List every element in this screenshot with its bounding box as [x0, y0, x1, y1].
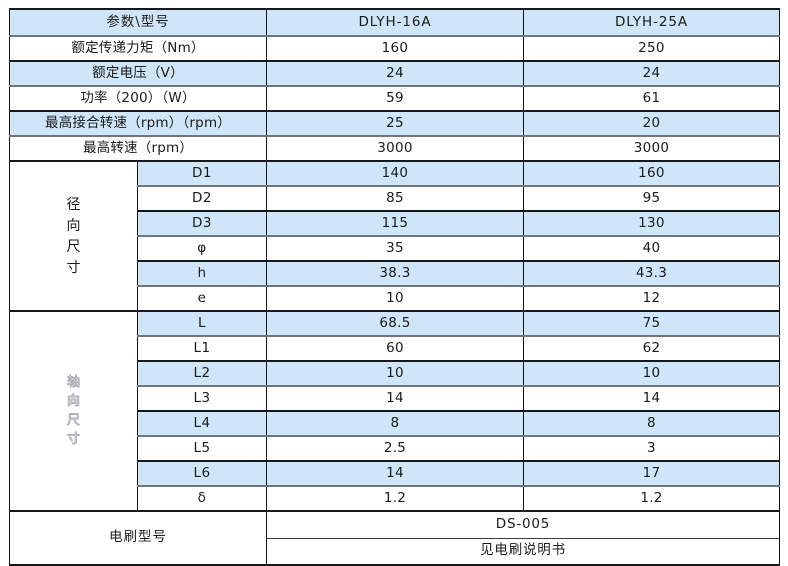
value-max-engage-speed-25a: 20: [523, 110, 780, 136]
table-row: L4 8 8: [10, 410, 780, 436]
param-label-power: 功率（200）（W）: [9, 85, 267, 111]
value-e-16a: 10: [266, 285, 524, 311]
footer-value-brush-manual-note: 见电刷说明书: [266, 537, 780, 566]
value-rated-voltage-25a: 24: [523, 60, 780, 86]
value-l1-25a: 62: [523, 335, 780, 361]
value-d3-16a: 115: [266, 210, 524, 236]
value-max-speed-25a: 3000: [523, 135, 780, 161]
table-row: 径 向 尺 寸 D1 140 160: [9, 160, 780, 312]
value-l4-25a: 8: [523, 410, 780, 436]
value-d1-16a: 140: [266, 160, 524, 186]
specification-table: 参数\型号 DLYH-16A DLYH-25A 额定传递力矩（Nm） 160 2…: [9, 8, 780, 566]
symbol-h: h: [137, 260, 267, 286]
group-label-radial-dimensions: 径 向 尺 寸: [9, 160, 138, 312]
value-phi-16a: 35: [266, 235, 524, 261]
value-l6-25a: 17: [523, 460, 780, 486]
table-row: L3 14 14: [10, 385, 780, 411]
symbol-l4: L4: [137, 410, 267, 436]
table-row: L6 14 17: [10, 460, 780, 486]
value-h-16a: 38.3: [266, 260, 524, 286]
symbol-delta: δ: [137, 485, 267, 511]
table-row: φ 35 40: [10, 235, 780, 261]
radial-label-char-3: 尺: [66, 238, 81, 255]
value-rated-torque-25a: 250: [523, 35, 780, 61]
header-model-dlyh16a: DLYH-16A: [266, 8, 524, 36]
axial-label-stack: 轴 向 尺 寸: [10, 375, 137, 447]
value-d1-25a: 160: [523, 160, 780, 186]
axial-label-char-3: 尺: [66, 413, 81, 428]
symbol-l: L: [137, 310, 267, 336]
table-row: L1 60 62: [10, 335, 780, 361]
header-model-dlyh25a: DLYH-25A: [523, 8, 780, 36]
value-l6-16a: 14: [266, 460, 524, 486]
value-rated-torque-16a: 160: [266, 35, 524, 61]
specification-sheet: 参数\型号 DLYH-16A DLYH-25A 额定传递力矩（Nm） 160 2…: [9, 8, 780, 566]
value-l2-25a: 10: [523, 360, 780, 386]
value-l-16a: 68.5: [266, 310, 524, 336]
table-row: 轴 向 尺 寸 L 68.5 75: [9, 310, 780, 512]
value-max-engage-speed-16a: 25: [266, 110, 524, 136]
radial-label-char-4: 寸: [66, 259, 81, 276]
value-power-16a: 59: [266, 85, 524, 111]
axial-label-char-1: 轴: [66, 375, 81, 390]
param-label-rated-voltage: 额定电压（V）: [9, 60, 267, 86]
symbol-l5: L5: [137, 435, 267, 461]
table-row: 功率（200）（W） 59 61: [9, 85, 780, 111]
symbol-l6: L6: [137, 460, 267, 486]
value-power-25a: 61: [523, 85, 780, 111]
symbol-d3: D3: [137, 210, 267, 236]
value-d2-25a: 95: [523, 185, 780, 211]
value-max-speed-16a: 3000: [266, 135, 524, 161]
table-row: 额定电压（V） 24 24: [9, 60, 780, 86]
value-l5-25a: 3: [523, 435, 780, 461]
table-row: 额定传递力矩（Nm） 160 250: [9, 35, 780, 61]
symbol-e: e: [137, 285, 267, 311]
footer-label-brush-model: 电刷型号: [9, 510, 267, 566]
value-rated-voltage-16a: 24: [266, 60, 524, 86]
value-l1-16a: 60: [266, 335, 524, 361]
value-l4-16a: 8: [266, 410, 524, 436]
table-row: L2 10 10: [10, 360, 780, 386]
param-label-max-engage-speed: 最高接合转速（rpm）（rpm）: [9, 110, 267, 136]
table-header-row: 参数\型号 DLYH-16A DLYH-25A: [9, 8, 780, 36]
radial-label-char-1: 径: [66, 196, 81, 213]
symbol-l2: L2: [137, 360, 267, 386]
table-row: h 38.3 43.3: [10, 260, 780, 286]
value-l5-16a: 2.5: [266, 435, 524, 461]
value-h-25a: 43.3: [523, 260, 780, 286]
symbol-l1: L1: [137, 335, 267, 361]
value-delta-25a: 1.2: [523, 485, 780, 511]
table-row: L5 2.5 3: [10, 435, 780, 461]
table-row: e 10 12: [10, 285, 780, 311]
table-row: D3 115 130: [10, 210, 780, 236]
footer-value-brush-model-code: DS-005: [266, 510, 780, 538]
table-row: D2 85 95: [10, 185, 780, 211]
value-delta-16a: 1.2: [266, 485, 524, 511]
axial-label-char-4: 寸: [66, 432, 81, 447]
radial-label-char-2: 向: [66, 217, 81, 234]
footer-row-brush-model: 电刷型号 DS-005: [9, 510, 780, 566]
table-row: 最高转速（rpm） 3000 3000: [9, 135, 780, 161]
symbol-phi: φ: [137, 235, 267, 261]
value-e-25a: 12: [523, 285, 780, 311]
table-row: 最高接合转速（rpm）（rpm） 25 20: [9, 110, 780, 136]
group-label-axial-dimensions: 轴 向 尺 寸: [9, 310, 138, 512]
value-phi-25a: 40: [523, 235, 780, 261]
header-parameter-label: 参数\型号: [9, 8, 267, 36]
symbol-d1: D1: [137, 160, 267, 186]
axial-label-char-2: 向: [66, 394, 81, 409]
value-l-25a: 75: [523, 310, 780, 336]
symbol-l3: L3: [137, 385, 267, 411]
param-label-max-speed: 最高转速（rpm）: [9, 135, 267, 161]
param-label-rated-torque: 额定传递力矩（Nm）: [9, 35, 267, 61]
table-row: δ 1.2 1.2: [10, 485, 780, 511]
symbol-d2: D2: [137, 185, 267, 211]
value-l2-16a: 10: [266, 360, 524, 386]
radial-label-stack: 径 向 尺 寸: [10, 198, 137, 275]
value-d3-25a: 130: [523, 210, 780, 236]
value-l3-16a: 14: [266, 385, 524, 411]
value-d2-16a: 85: [266, 185, 524, 211]
value-l3-25a: 14: [523, 385, 780, 411]
